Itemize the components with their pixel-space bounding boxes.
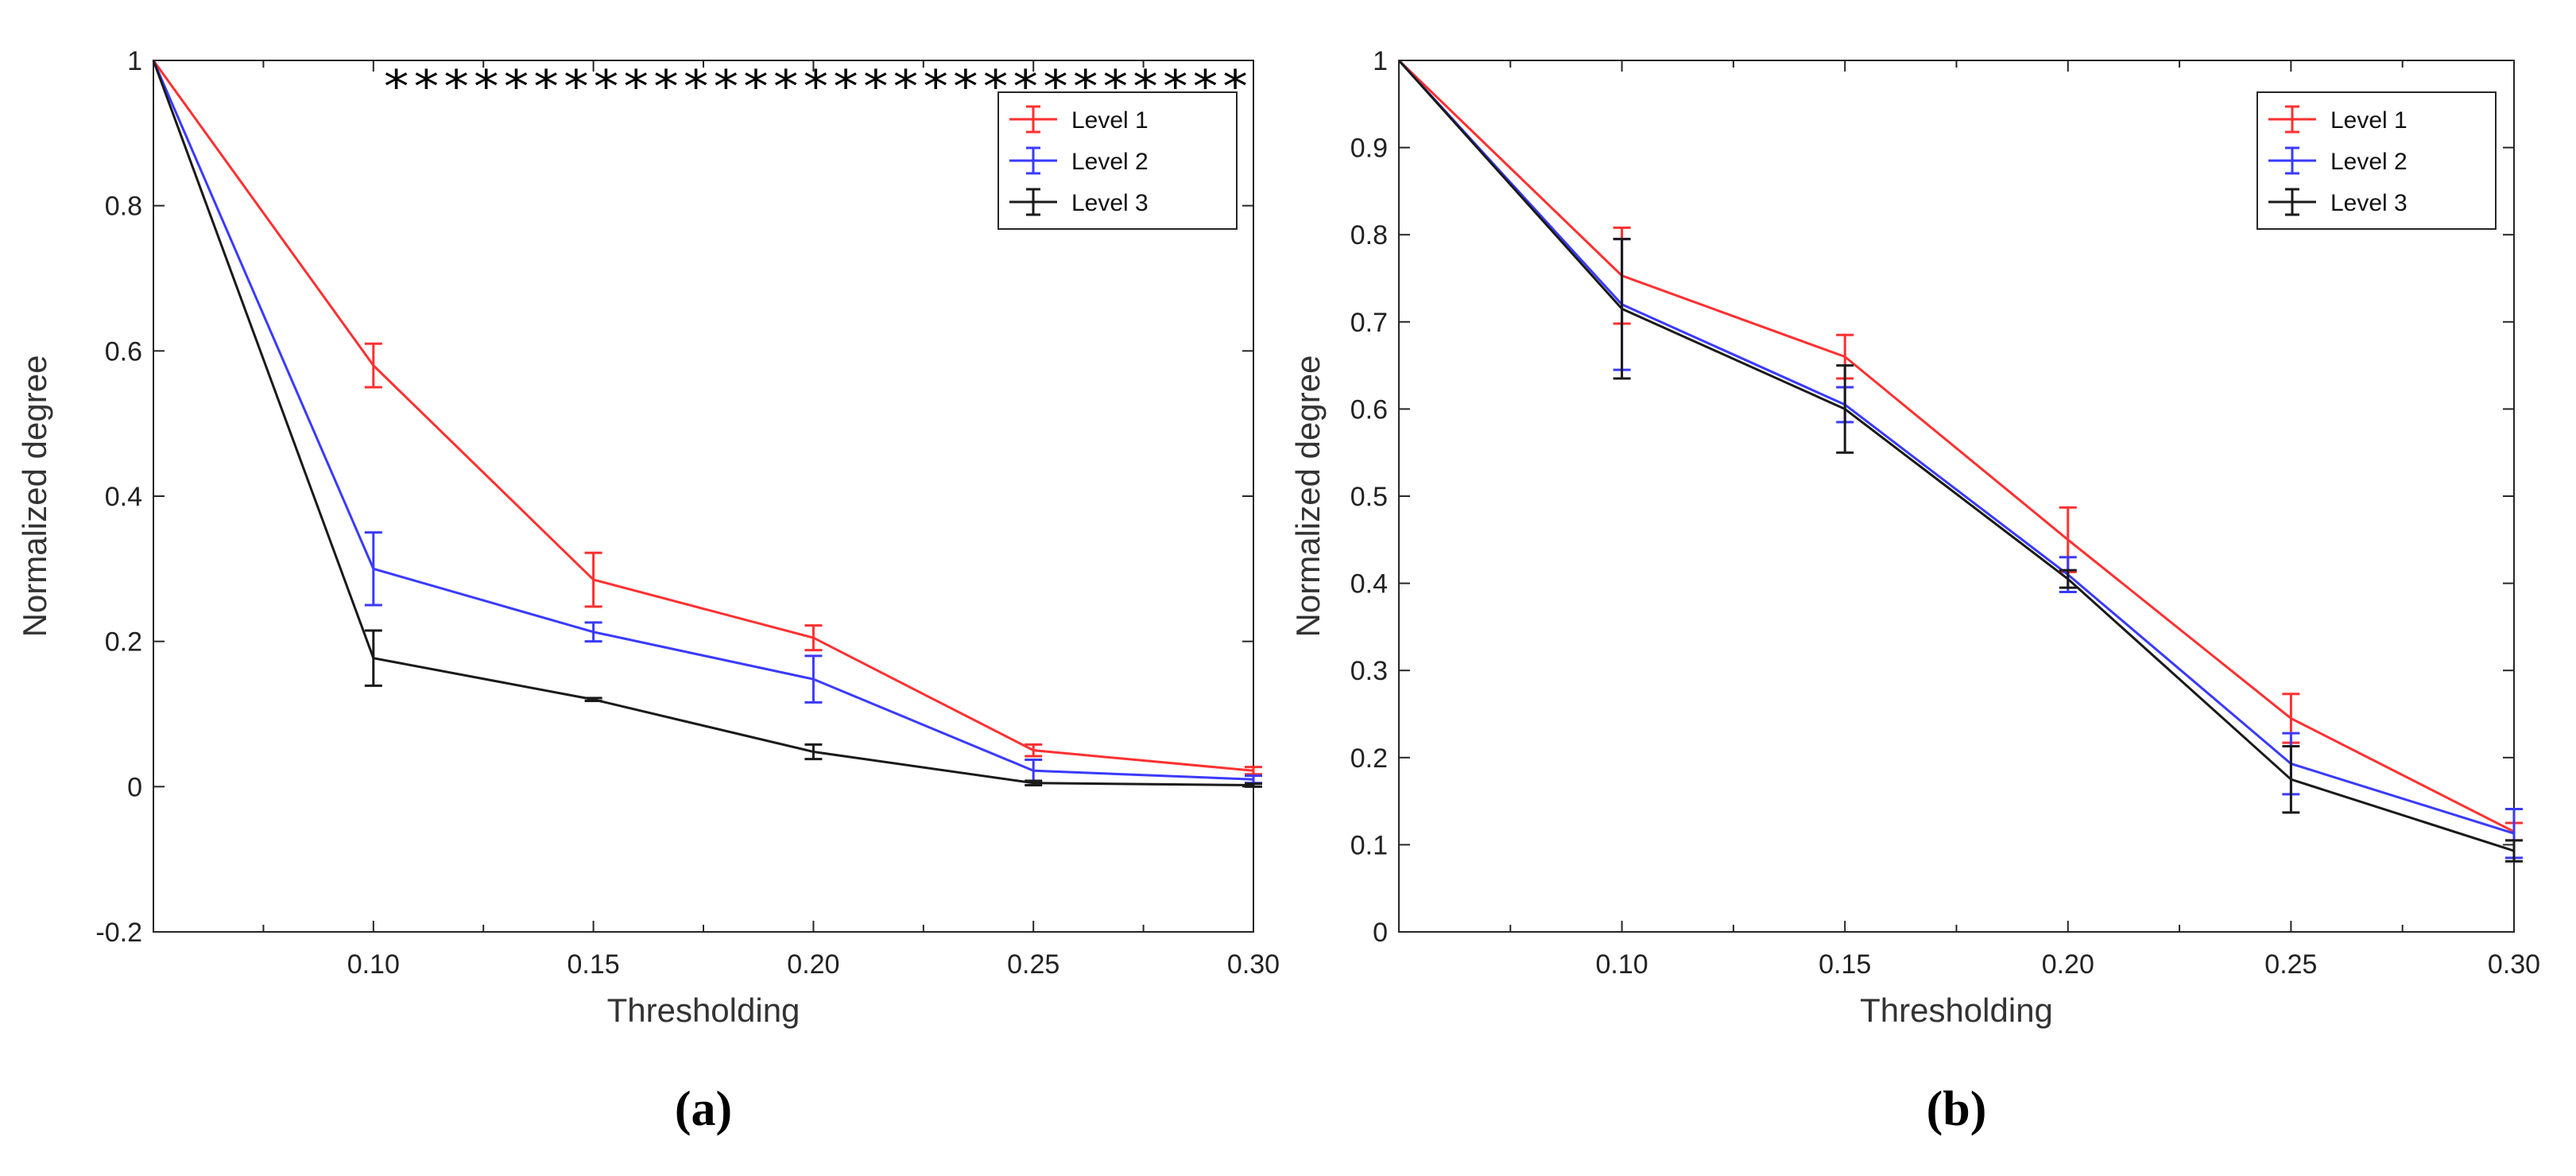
legend-label: Level 2: [2330, 149, 2407, 175]
legend-label: Level 1: [1071, 107, 1149, 134]
legend-label: Level 3: [1071, 190, 1149, 216]
y-tick-label: 0.9: [1350, 134, 1388, 164]
y-axis-title: Normalized degree: [16, 355, 53, 638]
series-line: [1397, 59, 2515, 852]
x-tick-label: 0.30: [2488, 949, 2540, 980]
y-tick-label: 1: [127, 46, 142, 76]
y-tick-label: 0.8: [1350, 220, 1388, 250]
y-tick-label: 0.4: [105, 482, 142, 512]
legend-label: Level 3: [2330, 190, 2407, 216]
x-tick-label: 0.10: [1596, 949, 1648, 980]
chart-b: 0.10 0.15 0.20 0.25 0.30 0 0.1 0.2 0.3 0.4 0.5 0.6 0…: [1289, 46, 2540, 1136]
series-line: [152, 60, 1254, 781]
y-tick-label: 0: [127, 772, 142, 802]
y-axis-title: Normalized degree: [1289, 355, 1327, 638]
series-line: [1397, 59, 2515, 835]
y-tick-label: 0.2: [105, 627, 142, 658]
y-tick-label: 0.7: [1350, 308, 1388, 338]
y-tick-label: 0: [1373, 918, 1388, 948]
x-tick-label: 0.15: [1819, 949, 1871, 980]
x-axis-title: Thresholding: [1860, 992, 2053, 1029]
y-tick-label: 1: [1373, 46, 1388, 76]
legend-label: Level 1: [2330, 107, 2407, 134]
legend-label: Level 2: [1071, 149, 1149, 175]
y-tick-label: 0.6: [1350, 394, 1388, 425]
y-tick-label: 0.5: [1350, 482, 1388, 512]
panel-label: (b): [1927, 1082, 1987, 1136]
x-tick-label: 0.25: [2264, 949, 2317, 980]
y-tick-label: -0.2: [95, 918, 142, 948]
panel-label: (a): [675, 1082, 732, 1136]
y-tick-label: 0.6: [105, 336, 142, 367]
series-line: [152, 60, 1254, 787]
legend: Level 1 Level 2 Level 3: [997, 91, 1238, 230]
y-tick-label: 0.8: [105, 192, 142, 222]
series-level-1: [152, 60, 1262, 776]
x-tick-label: 0.30: [1227, 949, 1280, 980]
x-tick-label: 0.15: [567, 949, 620, 980]
series-level-3: [152, 60, 1262, 788]
series-level-3: [1397, 59, 2523, 863]
y-tick-label: 0.2: [1350, 743, 1388, 774]
y-tick-label: 0.4: [1350, 569, 1388, 600]
x-tick-label: 0.10: [347, 949, 400, 980]
y-tick-label: 0.1: [1350, 830, 1388, 860]
y-tick-label: 0.3: [1350, 656, 1388, 686]
legend: Level 1 Level 2 Level 3: [2256, 91, 2497, 230]
series-line: [1397, 59, 2515, 833]
x-tick-label: 0.20: [2042, 949, 2094, 980]
chart-a: 0.10 0.15 0.20 0.25 0.30 -0.2 0 0.2 0.4 0.6 0.8 1 Th…: [16, 46, 1280, 1136]
x-tick-label: 0.20: [787, 949, 839, 980]
x-axis-title: Thresholding: [607, 992, 800, 1029]
x-tick-label: 0.25: [1007, 949, 1059, 980]
series-line: [152, 60, 1254, 772]
